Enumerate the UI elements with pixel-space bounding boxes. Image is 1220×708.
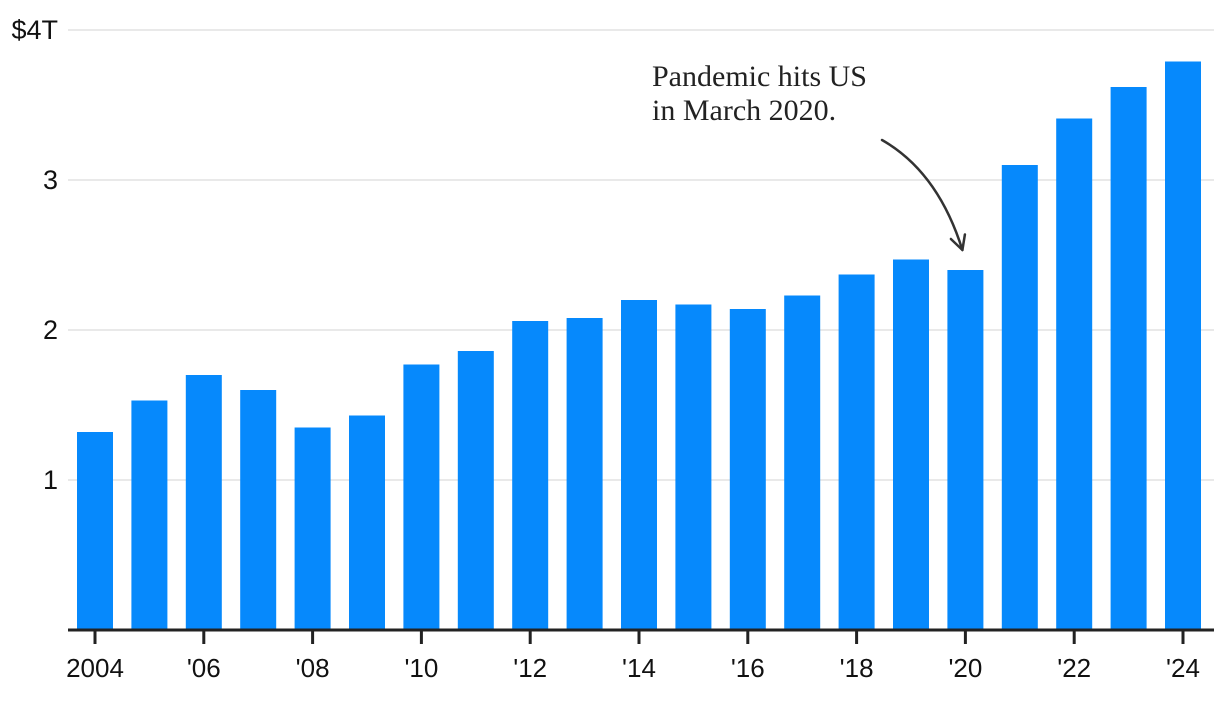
bar-2023 xyxy=(1110,87,1147,630)
x-axis-label-2006: '06 xyxy=(187,653,221,683)
x-axis-label-2020: '20 xyxy=(948,653,982,683)
x-axis-label-2008: '08 xyxy=(296,653,330,683)
bar-2019 xyxy=(893,259,929,630)
bar-2011 xyxy=(457,351,494,630)
bar-2009 xyxy=(349,415,385,630)
bars-group xyxy=(77,61,1201,630)
annotation-arrow-group xyxy=(880,138,967,252)
x-axis-label-2004: 2004 xyxy=(66,653,124,683)
bar-2020 xyxy=(947,270,984,630)
y-axis-label-4: $4T xyxy=(11,15,58,45)
bar-2015 xyxy=(675,304,712,630)
bar-2006 xyxy=(185,375,222,630)
bar-2017 xyxy=(784,295,821,630)
bar-2012 xyxy=(512,321,549,630)
bar-2007 xyxy=(240,390,277,630)
bar-2018 xyxy=(838,274,875,630)
annotation-arrow-shaft xyxy=(880,138,964,252)
bar-2013 xyxy=(566,318,603,630)
x-axis-label-2012: '12 xyxy=(513,653,547,683)
bar-2014 xyxy=(621,300,657,630)
x-axis-label-2024: '24 xyxy=(1166,653,1200,683)
axes-group xyxy=(68,628,1214,644)
x-axis-label-2018: '18 xyxy=(840,653,874,683)
bar-2004 xyxy=(77,432,113,630)
axis-labels-group: 1 2 3 $4T 2004 '06 '08 '10 '12 '14 '16 '18 '20 '22 '24 xyxy=(11,15,1199,683)
bar-2010 xyxy=(403,364,440,630)
y-axis-label-2: 2 xyxy=(43,315,58,345)
bar-2005 xyxy=(131,400,168,630)
annotation-line-2: in March 2020. xyxy=(652,94,837,127)
bar-2016 xyxy=(729,309,766,630)
x-axis-label-2022: '22 xyxy=(1057,653,1091,683)
y-axis-label-3: 3 xyxy=(43,165,58,195)
annotation: Pandemic hits US in March 2020. xyxy=(652,60,867,128)
annotation-arrow-head xyxy=(949,233,967,252)
x-axis-label-2014: '14 xyxy=(622,653,656,683)
bar-2021 xyxy=(1001,165,1038,630)
annotation-line-1: Pandemic hits US xyxy=(652,60,867,93)
x-axis-label-2016: '16 xyxy=(731,653,765,683)
bar-2022 xyxy=(1056,118,1093,630)
bar-2024 xyxy=(1165,61,1201,630)
bar-2008 xyxy=(294,427,331,630)
x-axis-label-2010: '10 xyxy=(404,653,438,683)
y-axis-label-1: 1 xyxy=(43,465,58,495)
